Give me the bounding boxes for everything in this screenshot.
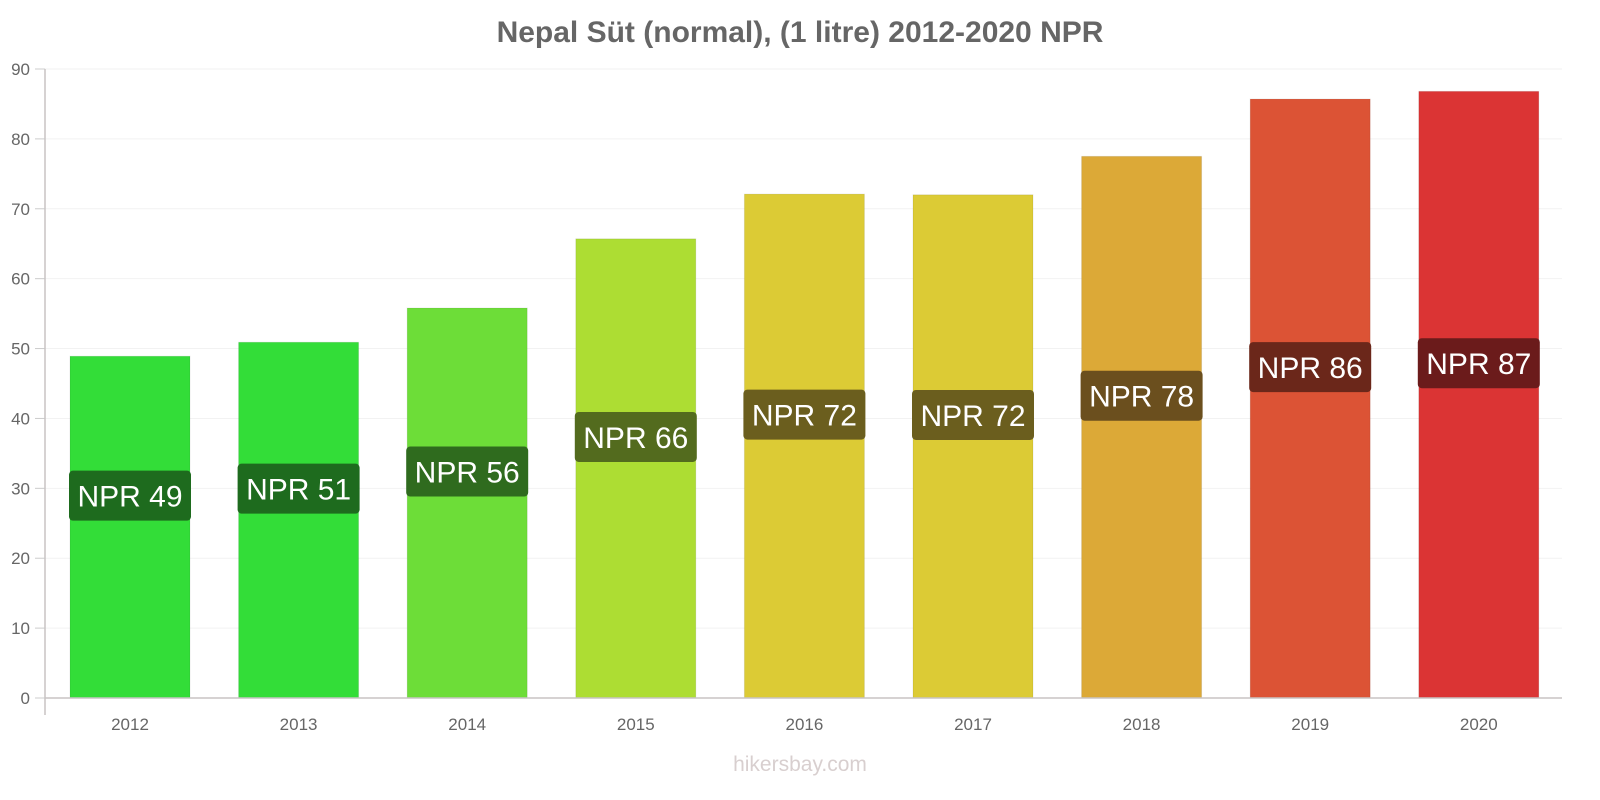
x-tick-label: 2014 bbox=[448, 715, 486, 734]
data-label: NPR 78 bbox=[1089, 381, 1194, 414]
data-label-box bbox=[743, 389, 866, 440]
data-label: NPR 72 bbox=[920, 400, 1025, 433]
y-tick-label: 50 bbox=[11, 340, 30, 359]
y-tick-label: 70 bbox=[11, 200, 30, 219]
data-label-box bbox=[574, 411, 697, 462]
x-tick-label: 2017 bbox=[954, 715, 992, 734]
bar bbox=[575, 238, 697, 699]
data-label: NPR 87 bbox=[1426, 348, 1531, 381]
data-label-box bbox=[912, 389, 1034, 440]
bar bbox=[69, 355, 191, 699]
data-label-box bbox=[406, 446, 529, 497]
bar bbox=[238, 341, 360, 699]
data-label: NPR 56 bbox=[415, 457, 520, 490]
bar bbox=[406, 307, 528, 699]
data-label-box bbox=[1249, 342, 1372, 393]
data-label: NPR 66 bbox=[583, 422, 688, 455]
bar bbox=[1418, 90, 1540, 699]
x-tick-label: 2012 bbox=[111, 715, 149, 734]
bar bbox=[1081, 155, 1203, 699]
x-tick-label: 2019 bbox=[1291, 715, 1329, 734]
x-tick-label: 2013 bbox=[280, 715, 318, 734]
data-label-box bbox=[1080, 370, 1203, 421]
data-label-box bbox=[237, 463, 360, 514]
y-tick-label: 40 bbox=[11, 409, 30, 428]
axes: 0 10 20 30 40 50 60 70 80 90 2012 2013 2014 2015 2016 2… bbox=[11, 60, 1562, 734]
data-label: NPR 49 bbox=[77, 481, 182, 514]
y-tick-label: 0 bbox=[21, 689, 30, 708]
x-tick-label: 2020 bbox=[1460, 715, 1498, 734]
bar bbox=[912, 194, 1034, 699]
y-tick-label: 10 bbox=[11, 619, 30, 638]
bar bbox=[1249, 98, 1371, 699]
y-tick-label: 90 bbox=[11, 60, 30, 79]
data-label: NPR 51 bbox=[246, 474, 351, 507]
x-tick-label: 2015 bbox=[617, 715, 655, 734]
y-tick-label: 80 bbox=[11, 130, 30, 149]
bar bbox=[743, 193, 865, 699]
y-tick-label: 30 bbox=[11, 479, 30, 498]
data-label-box bbox=[69, 470, 191, 521]
data-label: NPR 86 bbox=[1258, 352, 1363, 385]
chart-title: Nepal Süt (normal), (1 litre) 2012-2020 … bbox=[496, 16, 1104, 49]
x-tick-label: 2018 bbox=[1123, 715, 1161, 734]
data-label-box bbox=[1417, 338, 1540, 389]
y-tick-label: 20 bbox=[11, 549, 30, 568]
bars bbox=[69, 90, 1540, 699]
watermark: hikersbay.com bbox=[733, 753, 867, 776]
data-labels: NPR 49 NPR 51 NPR 56 NPR 66 NPR 72 NPR 72 NPR … bbox=[69, 338, 1540, 521]
data-label: NPR 72 bbox=[752, 400, 857, 433]
x-tick-label: 2016 bbox=[785, 715, 823, 734]
y-tick-label: 60 bbox=[11, 270, 30, 289]
